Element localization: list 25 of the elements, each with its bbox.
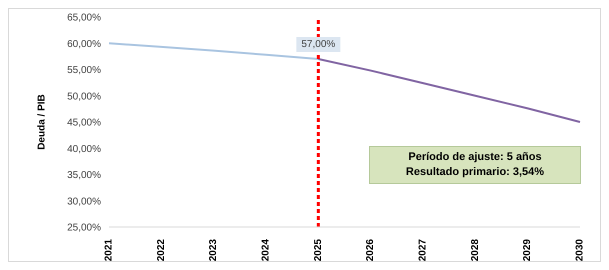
annotation: Período de ajuste: 5 años: [407, 150, 543, 165]
y-tick-label: 40,00%: [67, 144, 102, 155]
y-tick-label: 55,00%: [67, 65, 102, 76]
text-box: Período de ajuste: 5 años Resultado primario: 3,54%: [369, 146, 581, 184]
y-tick-label: 50,00%: [67, 91, 102, 102]
x-tick-label: 2028: [470, 238, 481, 262]
x-tick-label: 2026: [365, 238, 376, 262]
y-tick-label: 45,00%: [67, 118, 102, 129]
x-tick-label: 2027: [418, 238, 428, 262]
y-tick-label: 65,00%: [67, 12, 102, 24]
y-axis-title: Deuda / PIB: [36, 94, 48, 150]
x-tick-label: 2021: [104, 238, 114, 262]
x-tick-label: 2023: [208, 238, 220, 262]
x-tick-label: 2022: [156, 238, 167, 262]
y-tick-label: 35,00%: [67, 170, 102, 182]
x-tick-label: 2029: [522, 238, 534, 262]
x-tick-label: 2024: [260, 238, 272, 262]
y-tick-label: 60,00%: [67, 38, 102, 50]
annotation: Resultado primario: 3,54%: [404, 165, 546, 180]
line-series: [317, 58, 581, 123]
y-tick-label: 25,00%: [67, 222, 102, 234]
x-tick-label: 2030: [574, 238, 586, 262]
annotation: 57,00%: [301, 39, 336, 50]
x-tick-label: 2025: [312, 238, 324, 262]
y-tick-label: 30,00%: [67, 196, 102, 208]
